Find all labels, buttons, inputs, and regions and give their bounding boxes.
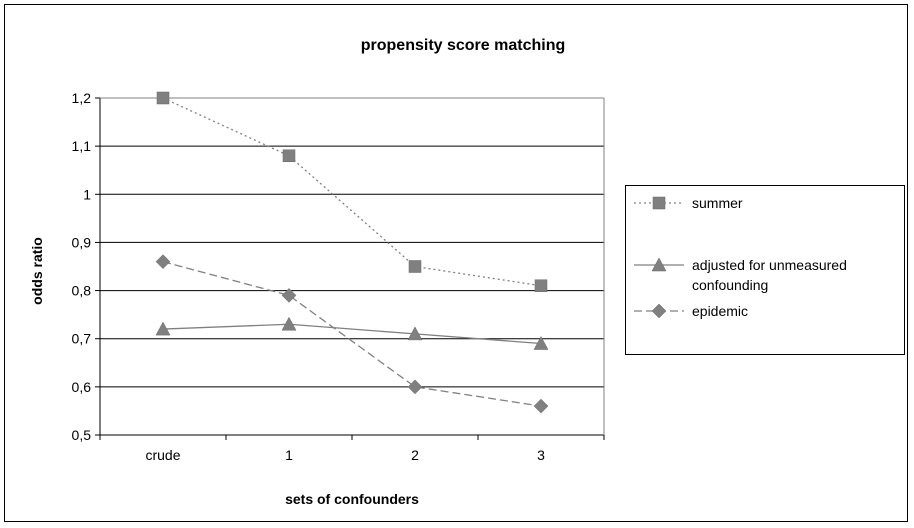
legend-label: confounding xyxy=(692,277,768,293)
y-tick-label: 0,6 xyxy=(72,379,92,395)
data-point xyxy=(156,91,170,105)
series-line-1 xyxy=(162,97,542,287)
legend-label: epidemic xyxy=(692,303,748,319)
x-tick-label: 3 xyxy=(537,447,545,463)
data-point xyxy=(281,316,297,331)
data-point xyxy=(155,254,171,270)
data-point xyxy=(533,336,549,350)
y-tick-label: 1,2 xyxy=(72,90,92,106)
x-axis-label: sets of confounders xyxy=(285,491,419,507)
legend: summer adjusted for unmeasured confounding… xyxy=(625,185,905,355)
y-tick-label: 1,1 xyxy=(72,138,92,154)
y-tick-label: 0,9 xyxy=(72,234,92,250)
y-tick-label: 0,7 xyxy=(72,331,92,347)
y-axis-label: odds ratio xyxy=(29,237,45,305)
chart-title: propensity score matching xyxy=(361,37,566,54)
data-point xyxy=(534,279,548,293)
legend-label: summer xyxy=(692,195,743,211)
x-tick-label: 1 xyxy=(285,447,293,463)
x-tick-label: crude xyxy=(145,447,180,463)
legend-svg: summer adjusted for unmeasured confounding… xyxy=(634,195,847,319)
series-line-2 xyxy=(162,323,542,345)
data-point xyxy=(533,398,549,414)
line-chart: propensity score matching odds ratio set… xyxy=(29,37,605,507)
data-point xyxy=(281,288,297,303)
legend-marker-2 xyxy=(651,257,667,272)
data-point xyxy=(408,260,422,273)
legend-marker-1 xyxy=(652,196,666,210)
data-point xyxy=(155,321,171,336)
x-tick-label: 2 xyxy=(411,447,419,463)
data-point xyxy=(407,326,423,341)
data-point xyxy=(282,149,296,163)
data-point xyxy=(407,379,423,395)
plot-area: 0,5 0,6 0,7 0,8 0,9 1 1,1 1,2 crude 1 2 3 xyxy=(72,90,605,463)
y-tick-label: 0,5 xyxy=(72,427,92,443)
legend-marker-3 xyxy=(651,303,667,319)
series-line-3 xyxy=(162,261,542,407)
y-tick-label: 0,8 xyxy=(72,283,92,299)
y-tick-label: 1 xyxy=(83,186,91,202)
chart-frame: propensity score matching odds ratio set… xyxy=(4,4,908,522)
legend-label: adjusted for unmeasured xyxy=(692,257,847,273)
